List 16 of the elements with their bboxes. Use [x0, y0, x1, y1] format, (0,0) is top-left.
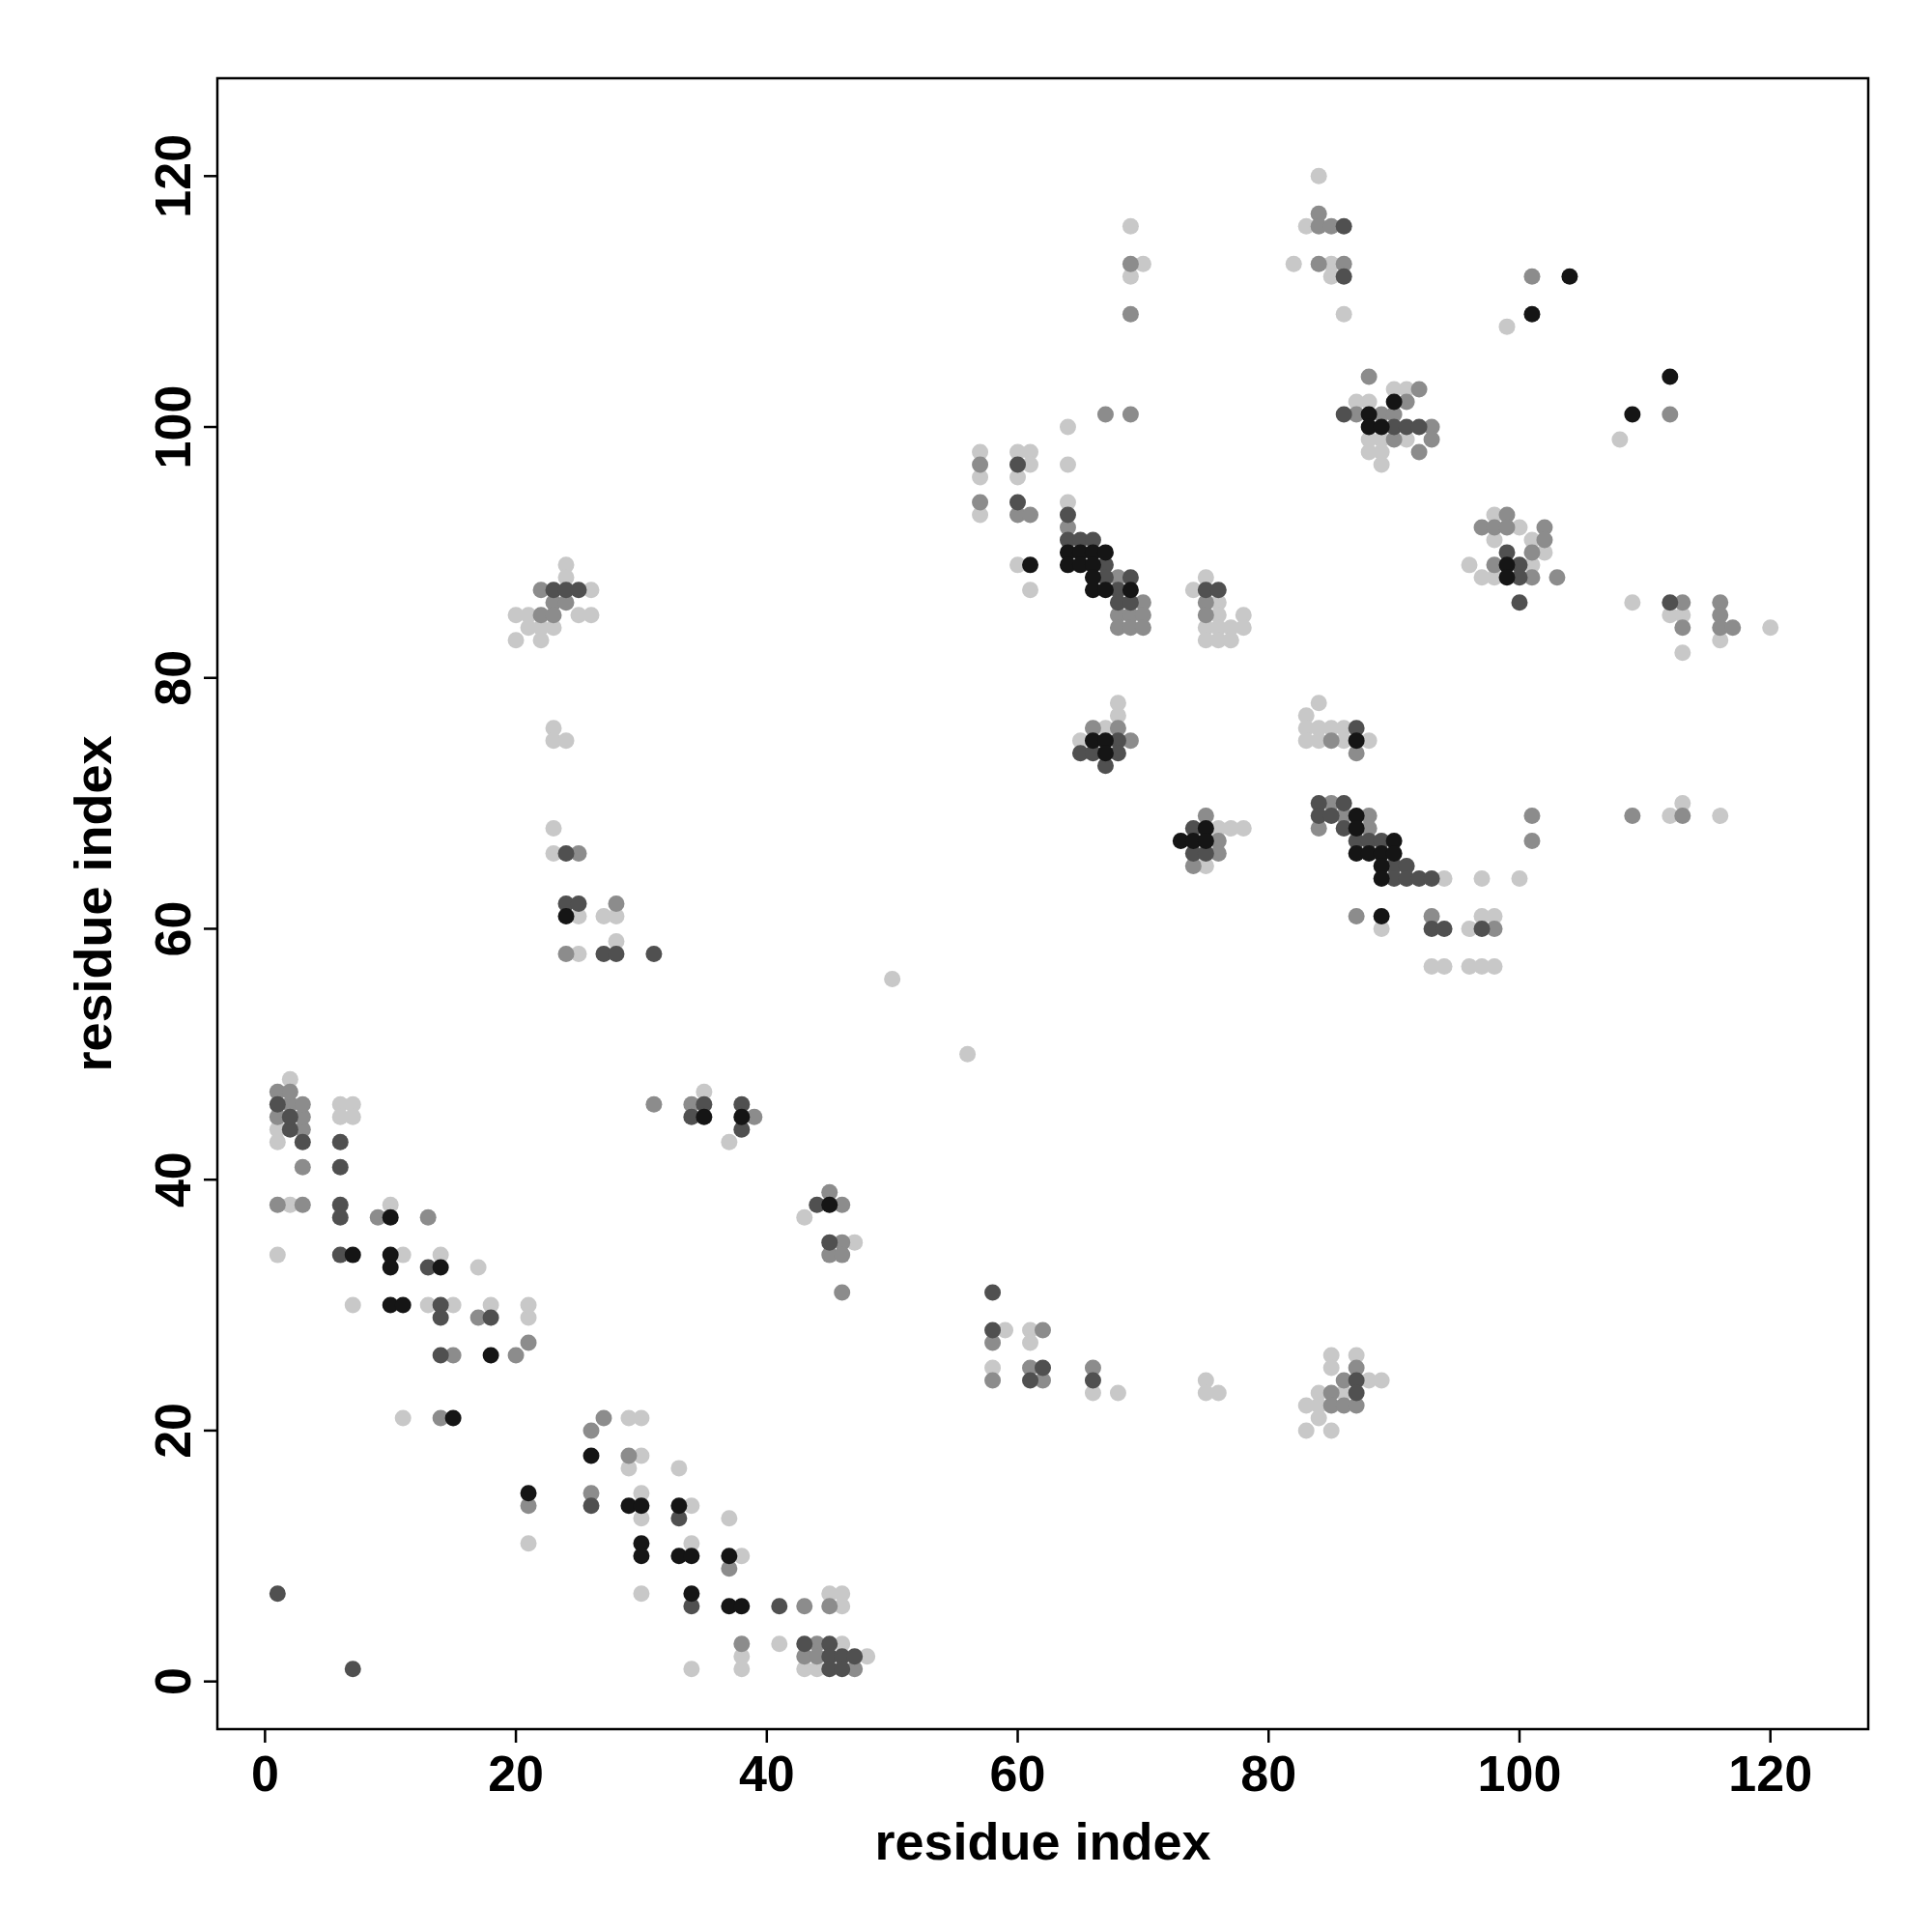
x-tick-label: 120	[1728, 1746, 1813, 1802]
y-tick-label: 40	[145, 1151, 201, 1208]
x-axis-title: residue index	[874, 1812, 1211, 1870]
y-axis-title: residue index	[64, 735, 122, 1072]
y-tick-label: 120	[145, 133, 201, 218]
x-tick-label: 60	[989, 1746, 1046, 1802]
y-tick-label: 0	[145, 1667, 201, 1696]
x-tick-label: 80	[1240, 1746, 1297, 1802]
x-tick-label: 100	[1477, 1746, 1562, 1802]
y-tick-label: 20	[145, 1403, 201, 1459]
x-tick-label: 0	[250, 1746, 279, 1802]
y-tick-label: 60	[145, 900, 201, 957]
y-tick-label: 80	[145, 649, 201, 706]
x-tick-label: 20	[488, 1746, 544, 1802]
x-tick-label: 40	[738, 1746, 795, 1802]
y-tick-label: 100	[145, 384, 201, 469]
